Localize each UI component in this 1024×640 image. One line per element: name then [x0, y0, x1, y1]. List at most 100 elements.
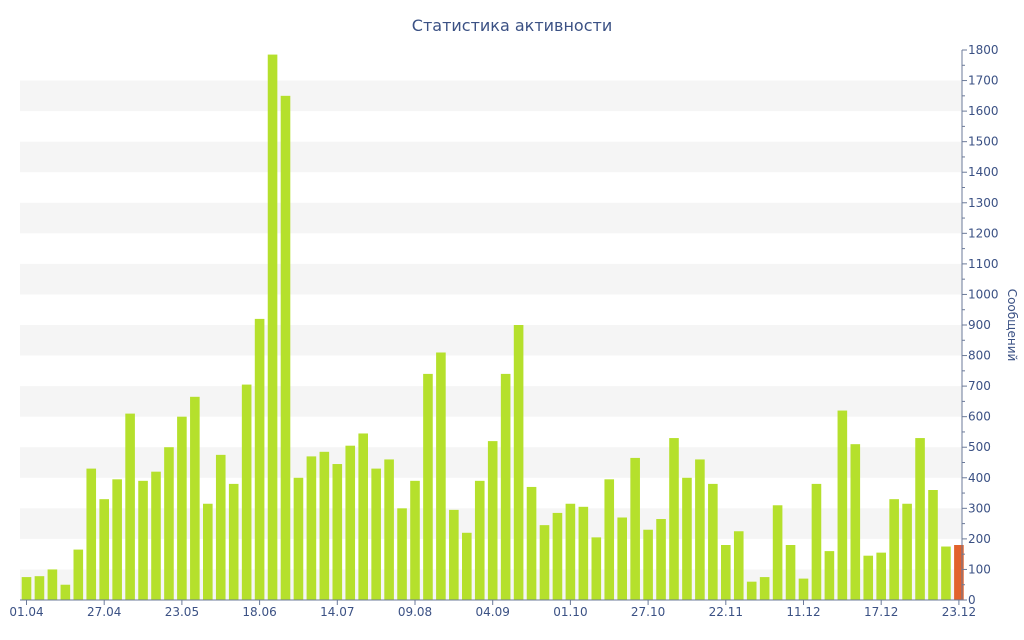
y-tick-label: 1100 — [968, 257, 999, 271]
bar[interactable] — [902, 503, 912, 600]
bar[interactable] — [21, 577, 32, 600]
bar[interactable] — [60, 584, 71, 600]
bar[interactable] — [565, 503, 576, 600]
bar[interactable] — [112, 479, 122, 600]
bar[interactable] — [34, 576, 45, 600]
bar[interactable] — [630, 457, 640, 600]
bar[interactable] — [151, 471, 161, 600]
y-tick-label: 100 — [968, 562, 991, 576]
bar[interactable] — [591, 537, 602, 600]
bar[interactable] — [552, 512, 563, 600]
bar[interactable] — [578, 506, 589, 600]
bar[interactable] — [487, 441, 498, 600]
bar[interactable] — [526, 486, 537, 600]
bar[interactable] — [539, 525, 550, 600]
x-tick-label: 04.09 — [476, 605, 510, 619]
bar[interactable] — [928, 490, 938, 600]
bar[interactable] — [423, 373, 433, 600]
bar[interactable] — [371, 468, 381, 600]
y-tick-label: 900 — [968, 318, 991, 332]
bar[interactable] — [824, 551, 835, 600]
bar[interactable] — [215, 454, 226, 600]
bar[interactable] — [695, 459, 705, 600]
y-tick-label: 1400 — [968, 165, 999, 179]
bar[interactable] — [319, 451, 330, 600]
y-tick-label: 800 — [968, 349, 991, 363]
bar[interactable] — [73, 549, 84, 600]
bar[interactable] — [915, 438, 925, 600]
bar[interactable] — [617, 517, 627, 601]
y-tick-label: 700 — [968, 379, 991, 393]
x-tick-label: 01.04 — [9, 605, 43, 619]
bar[interactable] — [384, 459, 394, 600]
y-tick-label: 1700 — [968, 74, 999, 88]
bar[interactable] — [241, 384, 252, 600]
bar[interactable] — [785, 545, 796, 600]
grid-band — [20, 325, 962, 356]
bar[interactable] — [306, 456, 317, 600]
x-tick-label: 11.12 — [786, 605, 820, 619]
bar[interactable] — [267, 54, 278, 600]
grid-band — [20, 80, 962, 112]
bar[interactable] — [138, 480, 148, 600]
y-tick-label: 1200 — [968, 226, 999, 240]
bar[interactable] — [500, 373, 511, 600]
bar[interactable] — [203, 503, 213, 600]
x-axis-ticks: 01.04 27.04 23.05 18.06 14.07 09.08 04.09 01.10… — [9, 600, 976, 619]
bar[interactable] — [798, 578, 809, 600]
bar[interactable] — [772, 505, 783, 600]
bar[interactable] — [293, 477, 304, 600]
grid-band — [20, 386, 962, 417]
y-tick-label: 1500 — [968, 135, 999, 149]
bar[interactable] — [410, 480, 420, 600]
bar[interactable] — [733, 531, 744, 600]
bar-highlight[interactable] — [954, 545, 964, 600]
bar[interactable] — [604, 479, 615, 600]
bar[interactable] — [759, 577, 770, 600]
y-tick-label: 600 — [968, 410, 991, 424]
bar[interactable] — [254, 318, 265, 600]
bar[interactable] — [177, 416, 187, 600]
x-tick-label: 27.10 — [631, 605, 665, 619]
bar[interactable] — [811, 483, 822, 600]
y-tick-label: 500 — [968, 440, 991, 454]
bar[interactable] — [669, 438, 679, 600]
bar[interactable] — [125, 413, 135, 600]
bar[interactable] — [863, 555, 874, 600]
grid-band — [20, 202, 962, 234]
bar[interactable] — [228, 483, 239, 600]
bar[interactable] — [86, 468, 97, 600]
bar[interactable] — [682, 477, 692, 600]
bar[interactable] — [190, 396, 200, 600]
bar[interactable] — [436, 352, 446, 601]
bar[interactable] — [462, 532, 472, 600]
y-tick-label: 300 — [968, 501, 991, 515]
bar[interactable] — [643, 529, 653, 600]
bar[interactable] — [708, 483, 718, 600]
bar[interactable] — [746, 581, 757, 600]
y-tick-label: 1300 — [968, 196, 999, 210]
bar[interactable] — [358, 433, 368, 600]
bars-group — [21, 54, 964, 601]
bar[interactable] — [941, 546, 951, 600]
bar[interactable] — [280, 95, 291, 600]
bar[interactable] — [850, 444, 861, 600]
bar[interactable] — [721, 545, 731, 600]
bar[interactable] — [164, 447, 174, 600]
bar[interactable] — [345, 445, 356, 600]
bar[interactable] — [513, 325, 524, 600]
bar[interactable] — [449, 509, 459, 600]
bar[interactable] — [876, 552, 886, 600]
bar[interactable] — [656, 519, 666, 600]
bar[interactable] — [397, 508, 407, 600]
bar[interactable] — [889, 499, 899, 600]
x-tick-label: 22.11 — [709, 605, 743, 619]
y-tick-label: 1000 — [968, 287, 999, 301]
bar[interactable] — [332, 464, 343, 600]
grid-bands — [20, 80, 962, 600]
bar[interactable] — [47, 569, 58, 600]
bar[interactable] — [837, 410, 848, 600]
bar[interactable] — [99, 499, 109, 600]
bar[interactable] — [474, 480, 485, 600]
